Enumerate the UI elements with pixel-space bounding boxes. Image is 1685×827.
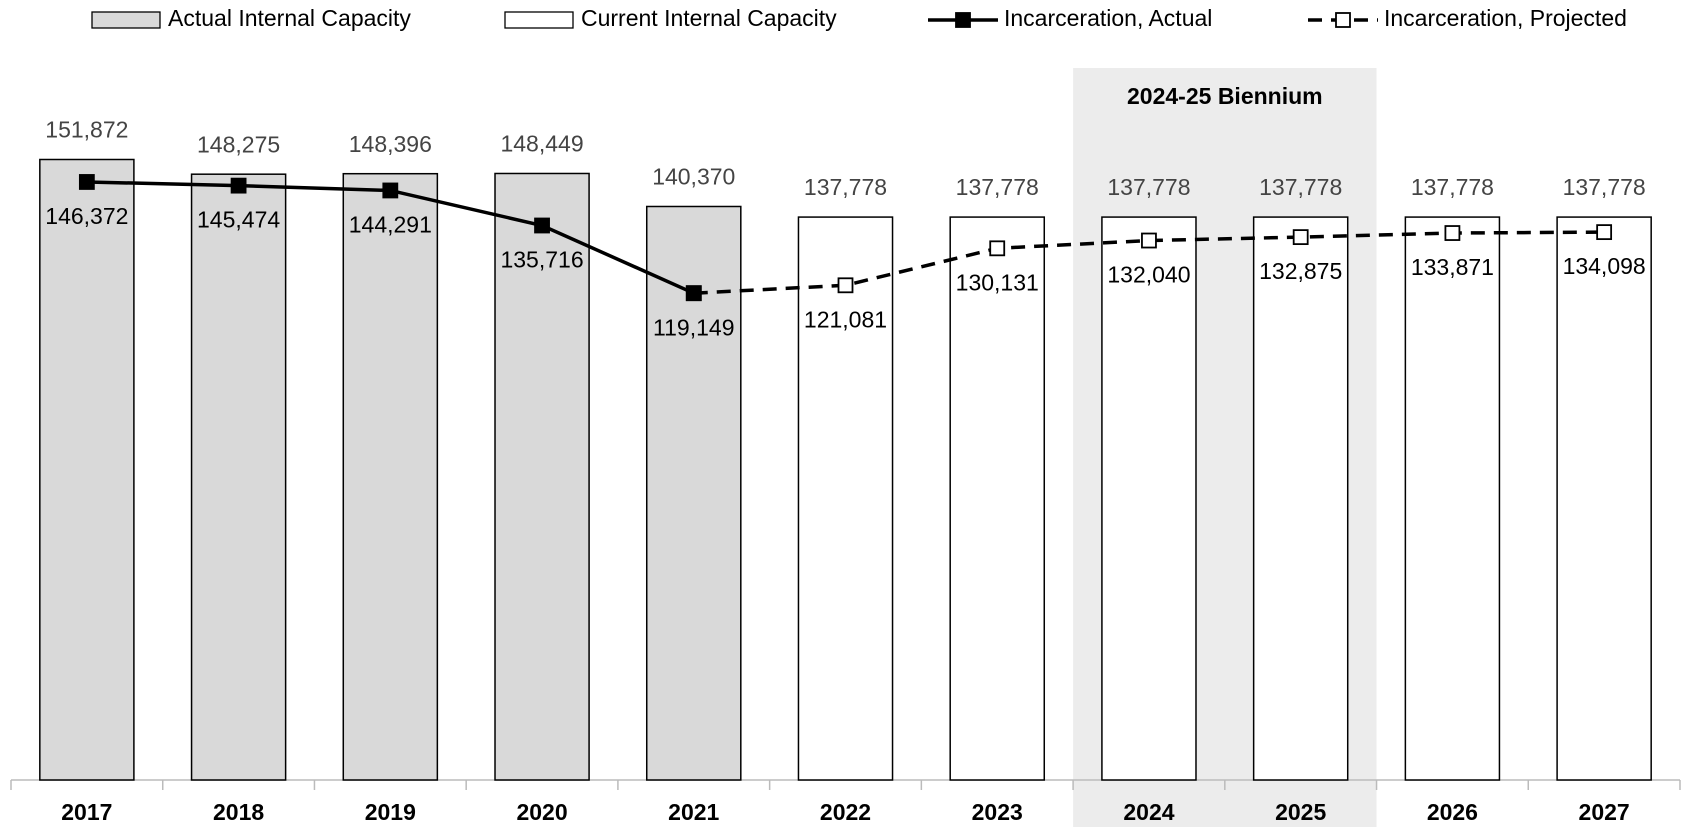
line-value-label: 132,040 <box>1107 262 1190 288</box>
marker <box>685 285 702 302</box>
bar <box>1556 216 1652 781</box>
x-tick-label: 2018 <box>213 799 264 825</box>
line-value-label: 144,291 <box>349 212 432 238</box>
bar <box>342 172 439 781</box>
line-value-label: 133,871 <box>1411 254 1494 280</box>
marker <box>382 182 399 199</box>
bar-value-label: 137,778 <box>804 174 887 200</box>
line-value-label: 132,875 <box>1259 258 1342 284</box>
bar <box>190 173 287 781</box>
bar-value-label: 151,872 <box>45 117 128 143</box>
bar <box>949 216 1046 781</box>
legend-label: Actual Internal Capacity <box>168 5 411 31</box>
marker <box>1292 229 1309 246</box>
line-value-label: 121,081 <box>804 306 887 332</box>
bar <box>494 172 590 781</box>
bar <box>645 205 742 781</box>
legend-label: Current Internal Capacity <box>581 5 837 31</box>
bar-value-label: 140,370 <box>652 164 735 190</box>
line-value-label: 130,131 <box>956 269 1039 295</box>
x-tick-label: 2019 <box>365 799 416 825</box>
line-value-label: 145,474 <box>197 207 280 233</box>
bar-value-label: 137,778 <box>1107 174 1190 200</box>
marker <box>230 177 247 194</box>
bar-value-label: 137,778 <box>1259 174 1342 200</box>
legend-marker <box>1335 12 1351 28</box>
legend-swatch <box>91 11 161 29</box>
x-tick-label: 2022 <box>820 799 871 825</box>
bar-value-label: 148,275 <box>197 131 280 157</box>
x-tick-label: 2027 <box>1579 799 1630 825</box>
x-tick-label: 2021 <box>668 799 719 825</box>
marker <box>1444 225 1461 241</box>
legend-label: Incarceration, Projected <box>1384 5 1627 31</box>
highlight-label: 2024-25 Biennium <box>1127 83 1323 109</box>
legend-label: Incarceration, Actual <box>1004 5 1212 31</box>
x-tick-label: 2023 <box>972 799 1023 825</box>
legend-marker <box>955 12 971 28</box>
marker <box>534 217 550 234</box>
marker <box>989 240 1006 257</box>
bar <box>1101 216 1197 781</box>
bar-value-label: 137,778 <box>1563 174 1646 200</box>
bar-value-label: 148,449 <box>500 131 583 157</box>
x-tick-label: 2020 <box>516 799 567 825</box>
marker <box>837 277 854 294</box>
line-value-label: 134,098 <box>1563 253 1646 279</box>
x-tick-label: 2025 <box>1275 799 1326 825</box>
bar-value-label: 148,396 <box>349 131 432 157</box>
marker <box>1141 232 1157 249</box>
marker <box>78 174 95 190</box>
x-tick-label: 2017 <box>61 799 112 825</box>
bar-value-label: 137,778 <box>1411 174 1494 200</box>
line-value-label: 135,716 <box>500 247 583 273</box>
x-tick-label: 2026 <box>1427 799 1478 825</box>
line-value-label: 146,372 <box>45 203 128 229</box>
bar <box>39 158 135 781</box>
x-tick-label: 2024 <box>1123 799 1174 825</box>
marker <box>1596 224 1613 241</box>
bar <box>1404 216 1501 781</box>
bar-value-label: 137,778 <box>956 174 1039 200</box>
bar <box>1252 216 1349 781</box>
legend-swatch <box>504 11 574 29</box>
bar <box>797 216 894 781</box>
line-value-label: 119,149 <box>653 314 734 340</box>
